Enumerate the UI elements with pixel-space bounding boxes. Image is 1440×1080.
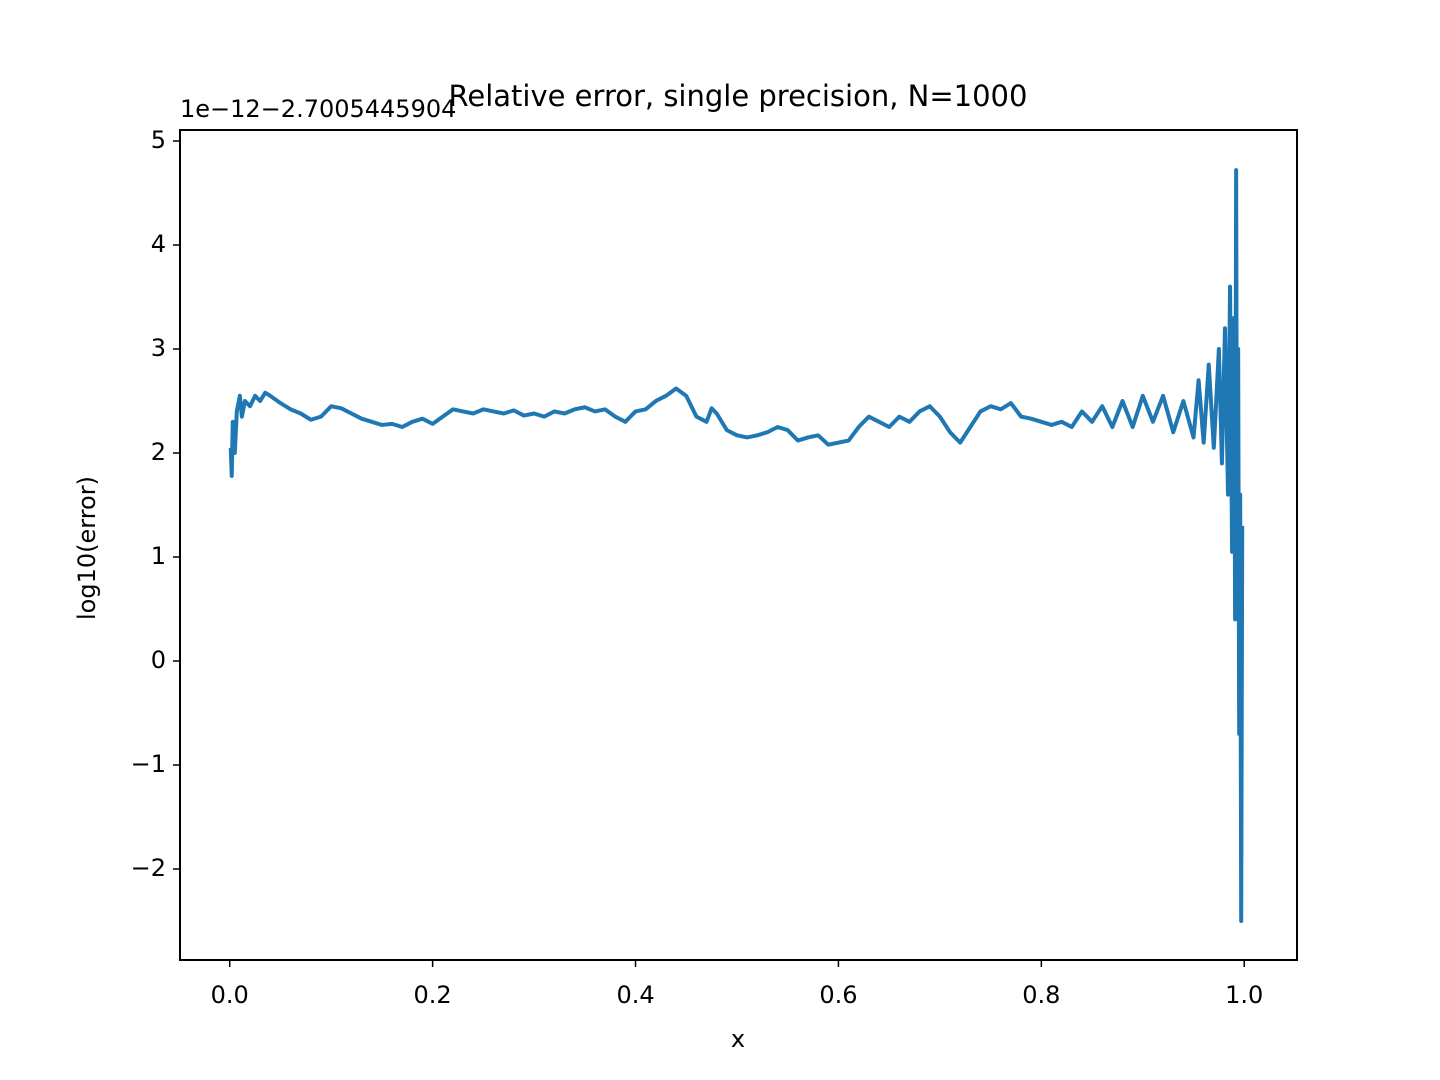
x-tick-label: 0.2 bbox=[414, 981, 452, 1009]
y-axis-label: log10(error) bbox=[73, 476, 101, 620]
x-tick-label: 0.0 bbox=[211, 981, 249, 1009]
plot-frame bbox=[179, 129, 1298, 961]
x-tick-label: 0.8 bbox=[1022, 981, 1060, 1009]
y-tick-label: 1 bbox=[151, 542, 166, 570]
x-axis-label: x bbox=[731, 1025, 745, 1053]
y-tick-label: 4 bbox=[151, 230, 166, 258]
y-tick-label: −2 bbox=[131, 854, 166, 882]
y-offset-label: 1e−12−2.7005445904 bbox=[180, 95, 456, 123]
y-tick-label: 3 bbox=[151, 334, 166, 362]
x-tick-label: 0.4 bbox=[616, 981, 654, 1009]
y-tick-label: 2 bbox=[151, 438, 166, 466]
y-tick-label: 0 bbox=[151, 646, 166, 674]
data-line bbox=[228, 168, 1245, 923]
chart-title: Relative error, single precision, N=1000 bbox=[449, 79, 1028, 113]
y-tick-label: 5 bbox=[151, 126, 166, 154]
x-tick-label: 1.0 bbox=[1225, 981, 1263, 1009]
x-tick-label: 0.6 bbox=[819, 981, 857, 1009]
y-tick-label: −1 bbox=[131, 750, 166, 778]
